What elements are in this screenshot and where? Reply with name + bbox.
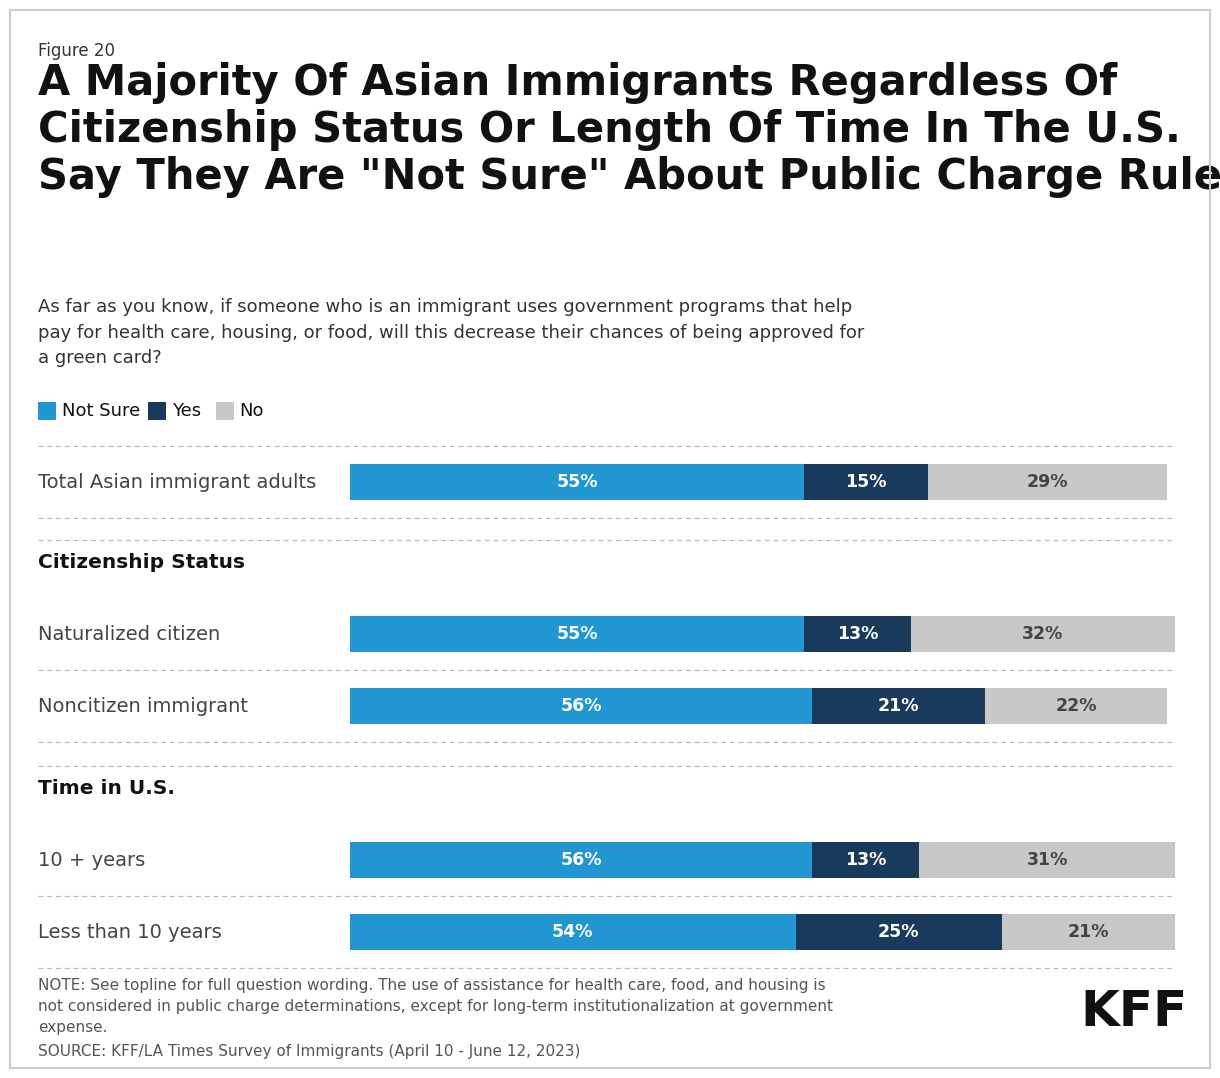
Text: Total Asian immigrant adults: Total Asian immigrant adults (38, 472, 316, 492)
Text: Time in U.S.: Time in U.S. (38, 778, 174, 798)
FancyBboxPatch shape (795, 914, 1002, 950)
Text: 25%: 25% (878, 923, 920, 941)
Text: SOURCE: KFF/LA Times Survey of Immigrants (April 10 - June 12, 2023): SOURCE: KFF/LA Times Survey of Immigrant… (38, 1044, 581, 1059)
FancyBboxPatch shape (350, 842, 813, 877)
Text: 29%: 29% (1026, 473, 1068, 490)
Text: 55%: 55% (556, 473, 598, 490)
Text: KFF: KFF (1080, 989, 1187, 1036)
Text: 32%: 32% (1022, 625, 1064, 642)
Text: Citizenship Status: Citizenship Status (38, 553, 245, 571)
FancyBboxPatch shape (350, 616, 804, 652)
FancyBboxPatch shape (804, 616, 911, 652)
Text: No: No (239, 402, 264, 420)
FancyBboxPatch shape (350, 914, 795, 950)
FancyBboxPatch shape (38, 402, 56, 420)
Text: NOTE: See topline for full question wording. The use of assistance for health ca: NOTE: See topline for full question word… (38, 978, 833, 1035)
Text: Naturalized citizen: Naturalized citizen (38, 624, 221, 644)
Text: A Majority Of Asian Immigrants Regardless Of
Citizenship Status Or Length Of Tim: A Majority Of Asian Immigrants Regardles… (38, 63, 1220, 198)
Text: As far as you know, if someone who is an immigrant uses government programs that: As far as you know, if someone who is an… (38, 298, 865, 368)
Text: 31%: 31% (1026, 851, 1068, 869)
FancyBboxPatch shape (911, 616, 1175, 652)
Text: 54%: 54% (553, 923, 593, 941)
Text: Figure 20: Figure 20 (38, 42, 115, 60)
Text: Not Sure: Not Sure (62, 402, 140, 420)
Text: Yes: Yes (172, 402, 201, 420)
FancyBboxPatch shape (350, 688, 813, 724)
FancyBboxPatch shape (927, 464, 1166, 500)
FancyBboxPatch shape (813, 688, 986, 724)
Text: Noncitizen immigrant: Noncitizen immigrant (38, 696, 248, 716)
FancyBboxPatch shape (350, 464, 804, 500)
Text: 10 + years: 10 + years (38, 851, 145, 870)
FancyBboxPatch shape (813, 842, 919, 877)
FancyBboxPatch shape (148, 402, 166, 420)
FancyBboxPatch shape (919, 842, 1175, 877)
Text: 22%: 22% (1055, 697, 1097, 715)
FancyBboxPatch shape (216, 402, 233, 420)
Text: Less than 10 years: Less than 10 years (38, 923, 222, 941)
FancyBboxPatch shape (1002, 914, 1175, 950)
Text: 21%: 21% (878, 697, 920, 715)
Text: 15%: 15% (845, 473, 887, 490)
Text: 13%: 13% (845, 851, 886, 869)
Text: 21%: 21% (1068, 923, 1109, 941)
Text: 56%: 56% (560, 851, 601, 869)
FancyBboxPatch shape (986, 688, 1166, 724)
Text: 56%: 56% (560, 697, 601, 715)
Text: 55%: 55% (556, 625, 598, 642)
FancyBboxPatch shape (804, 464, 927, 500)
Text: 13%: 13% (837, 625, 878, 642)
